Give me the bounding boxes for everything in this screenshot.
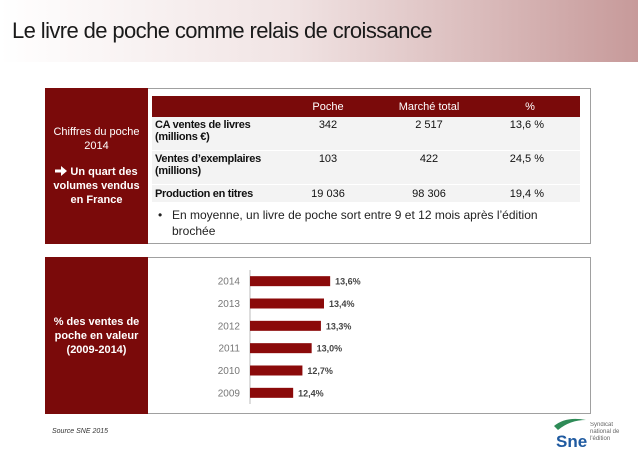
table-cell: 19 036	[278, 184, 378, 203]
side-title: Chiffres du poche 2014	[53, 126, 140, 152]
side-title: % des ventes de poche en valeur (2009-20…	[53, 315, 140, 356]
data-label: 13,6%	[335, 277, 361, 287]
y-tick-label: 2013	[218, 299, 241, 310]
y-tick-label: 2014	[218, 277, 241, 288]
data-label: 12,4%	[298, 388, 324, 398]
chart: 2014 13,6% 2013 13,4% 2012 13,3% 2011 13,0% 2010…	[218, 270, 361, 404]
bar	[250, 387, 294, 398]
table-row: Production en titres 19 036 98 306 19,4 %	[152, 184, 580, 203]
table-cell: 13,6 %	[480, 117, 580, 151]
bar	[250, 343, 312, 354]
slide-title: Le livre de poche comme relais de croiss…	[12, 18, 433, 43]
data-label: 13,3%	[326, 321, 352, 331]
bullet-text: En moyenne, un livre de poche sort entre…	[172, 208, 538, 238]
table-cell: Ventes d’exemplaires (millions)	[152, 150, 278, 185]
bar	[250, 276, 331, 287]
arrow-icon	[55, 166, 68, 176]
logo-text-box: Syndicat national de l'édition	[590, 422, 620, 442]
table-row: CA ventes de livres (millions €) 342 2 517…	[152, 117, 580, 151]
table-cell: 24,5 %	[480, 150, 580, 185]
header-cell: %	[480, 96, 580, 117]
header-cell: Marché total	[378, 96, 480, 117]
table-cell: CA ventes de livres (millions €)	[152, 117, 278, 151]
data-label: 13,0%	[317, 344, 343, 354]
panel-side: % des ventes de poche en valeur (2009-20…	[45, 257, 148, 414]
table-cell: 98 306	[378, 184, 480, 203]
data-label: 12,7%	[307, 366, 333, 376]
y-tick-label: 2012	[218, 321, 241, 332]
bar	[250, 320, 321, 331]
table-cell: 422	[378, 150, 480, 185]
logo-mark: Sne	[556, 432, 587, 450]
table-row: Ventes d’exemplaires (millions) 103 422 24,…	[152, 150, 580, 185]
table-cell: 342	[278, 117, 378, 151]
y-tick-label: 2011	[218, 344, 240, 355]
logo-text: Syndicat national de l'édition	[590, 422, 620, 442]
bar	[250, 365, 303, 376]
table-cell: Production en titres	[152, 184, 278, 203]
table-cell: 2 517	[378, 117, 480, 151]
bar	[250, 298, 324, 309]
logo: Sne Syndicat national de l'édition	[554, 418, 620, 450]
table-cell: 19,4 %	[480, 184, 580, 203]
bullet: • En moyenne, un livre de poche sort entr…	[158, 207, 578, 239]
data-label: 13,4%	[329, 299, 355, 309]
y-tick-label: 2009	[218, 388, 241, 399]
side-note: Un quart des volumes vendus en France	[51, 165, 142, 207]
table-cell: 103	[278, 150, 378, 185]
header-row: Poche Marché total%	[152, 96, 580, 117]
header-cell	[152, 96, 278, 117]
title-bar	[0, 0, 638, 62]
panel-side: Chiffres du poche 2014 Un quart des volu…	[45, 88, 148, 244]
table-wrap: Poche Marché total% CA ventes de livres (m…	[152, 96, 580, 203]
data-table: Poche Marché total% CA ventes de livres (m…	[152, 96, 580, 203]
side-note-text: Un quart des volumes vendus en France	[53, 166, 140, 206]
source: Source SNE 2015	[52, 428, 109, 435]
header-cell: Poche	[278, 96, 378, 117]
logo-swoosh	[554, 418, 586, 430]
y-tick-label: 2010	[218, 366, 241, 377]
